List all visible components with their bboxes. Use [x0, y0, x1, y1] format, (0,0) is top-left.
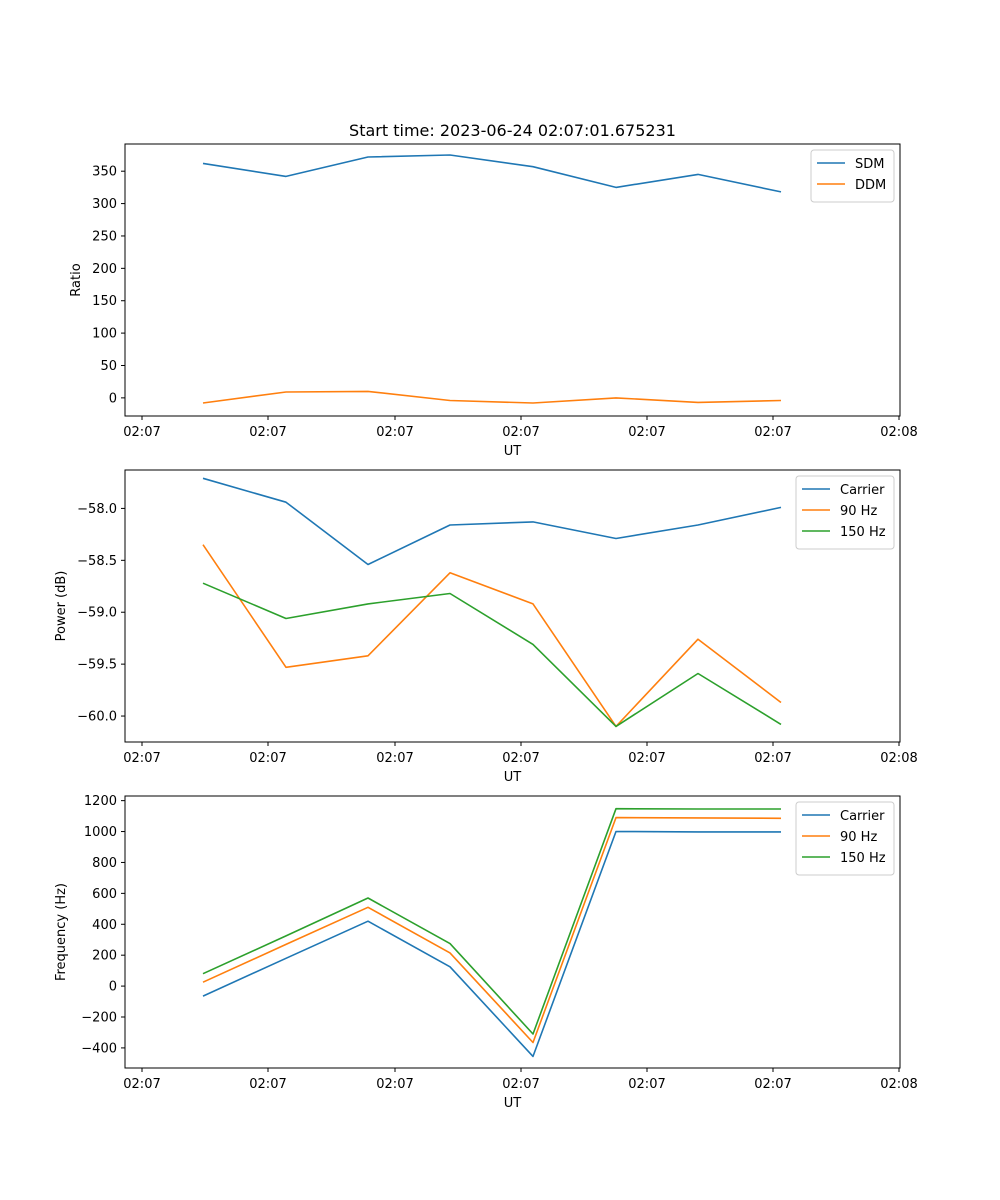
y-tick-label: −58.0: [77, 502, 117, 517]
x-tick-label: 02:08: [880, 1077, 917, 1092]
subplot-2: 02:07 02:07 02:07 02:07 02:07 02:07 02:08 −58.0…: [54, 469, 918, 785]
y-tick-label: 300: [92, 197, 117, 212]
x-tick-label: 02:07: [502, 751, 539, 766]
y-tick-label: 1200: [84, 794, 117, 809]
series-line-150-hz: [202, 807, 781, 1035]
legend-label: Carrier: [840, 483, 885, 498]
y-tick-label: −58.5: [77, 554, 117, 569]
series-line-carrier: [202, 477, 782, 566]
legend-label: 90 Hz: [840, 830, 877, 845]
legend: Carrier 90 Hz 150 Hz: [795, 801, 895, 876]
y-tick-label: 800: [92, 856, 117, 871]
x-axis-label: UT: [504, 1096, 522, 1111]
x-tick-label: 02:07: [376, 425, 413, 440]
x-tick-label: 02:07: [123, 425, 160, 440]
x-tick-label: 02:07: [628, 751, 665, 766]
y-tick-label: 100: [92, 327, 117, 342]
x-tick-label: 02:07: [628, 425, 665, 440]
x-tick-label: 02:07: [502, 1077, 539, 1092]
y-tick-label: 150: [92, 294, 117, 309]
y-tick-label: 0: [109, 391, 117, 406]
y-tick-label: −200: [81, 1011, 117, 1026]
legend: SDM DDM: [810, 149, 895, 203]
series-line-carrier: [202, 830, 781, 1058]
legend-label: 150 Hz: [840, 851, 886, 866]
x-tick-label: 02:07: [123, 751, 160, 766]
y-tick-label: −60.0: [77, 710, 117, 725]
x-tick-label: 02:08: [880, 425, 917, 440]
y-tick-label: 1000: [84, 825, 117, 840]
axes-frame: [124, 143, 901, 417]
y-tick-label: −59.5: [77, 658, 117, 673]
x-axis-label: UT: [504, 444, 522, 459]
x-tick-label: 02:07: [754, 425, 791, 440]
subplot-1: 02:07 02:07 02:07 02:07 02:07 02:07 02:08 0 50 10…: [69, 121, 918, 459]
legend-label: Carrier: [840, 809, 885, 824]
legend-label: SDM: [855, 157, 884, 172]
y-tick-label: 0: [109, 980, 117, 995]
y-axis-label: Power (dB): [54, 571, 69, 642]
y-axis-label: Ratio: [69, 263, 84, 296]
legend-label: DDM: [855, 178, 886, 193]
y-tick-label: 400: [92, 918, 117, 933]
x-tick-label: 02:07: [376, 751, 413, 766]
x-tick-label: 02:07: [502, 425, 539, 440]
y-tick-label: 200: [92, 262, 117, 277]
axes-frame: [124, 469, 901, 743]
series-line-90-hz: [202, 816, 782, 1044]
y-tick-label: 350: [92, 165, 117, 180]
series-line-150-hz: [202, 582, 782, 728]
x-tick-label: 02:07: [249, 1077, 286, 1092]
axes-frame: [124, 795, 901, 1069]
series-line-sdm: [202, 154, 782, 193]
y-tick-label: 50: [100, 359, 117, 374]
x-tick-label: 02:07: [249, 425, 286, 440]
legend-label: 90 Hz: [840, 504, 877, 519]
x-tick-label: 02:07: [628, 1077, 665, 1092]
legend-label: 150 Hz: [840, 525, 886, 540]
x-tick-label: 02:07: [249, 751, 286, 766]
x-tick-label: 02:07: [123, 1077, 160, 1092]
x-tick-label: 02:07: [754, 751, 791, 766]
series-line-ddm: [202, 390, 782, 404]
series-line-90-hz: [202, 544, 782, 728]
y-tick-label: 250: [92, 229, 117, 244]
subplot-3: 02:07 02:07 02:07 02:07 02:07 02:07 02:08 −400 −…: [54, 794, 918, 1111]
chart-title: Start time: 2023-06-24 02:07:01.675231: [349, 121, 676, 140]
y-tick-label: 200: [92, 949, 117, 964]
y-tick-label: −400: [81, 1041, 117, 1056]
y-axis-label: Frequency (Hz): [54, 883, 69, 981]
y-tick-label: −59.0: [77, 606, 117, 621]
x-tick-label: 02:07: [754, 1077, 791, 1092]
x-axis-label: UT: [504, 770, 522, 785]
legend: Carrier 90 Hz 150 Hz: [795, 475, 895, 550]
x-tick-label: 02:07: [376, 1077, 413, 1092]
y-tick-label: 600: [92, 887, 117, 902]
x-tick-label: 02:08: [880, 751, 917, 766]
